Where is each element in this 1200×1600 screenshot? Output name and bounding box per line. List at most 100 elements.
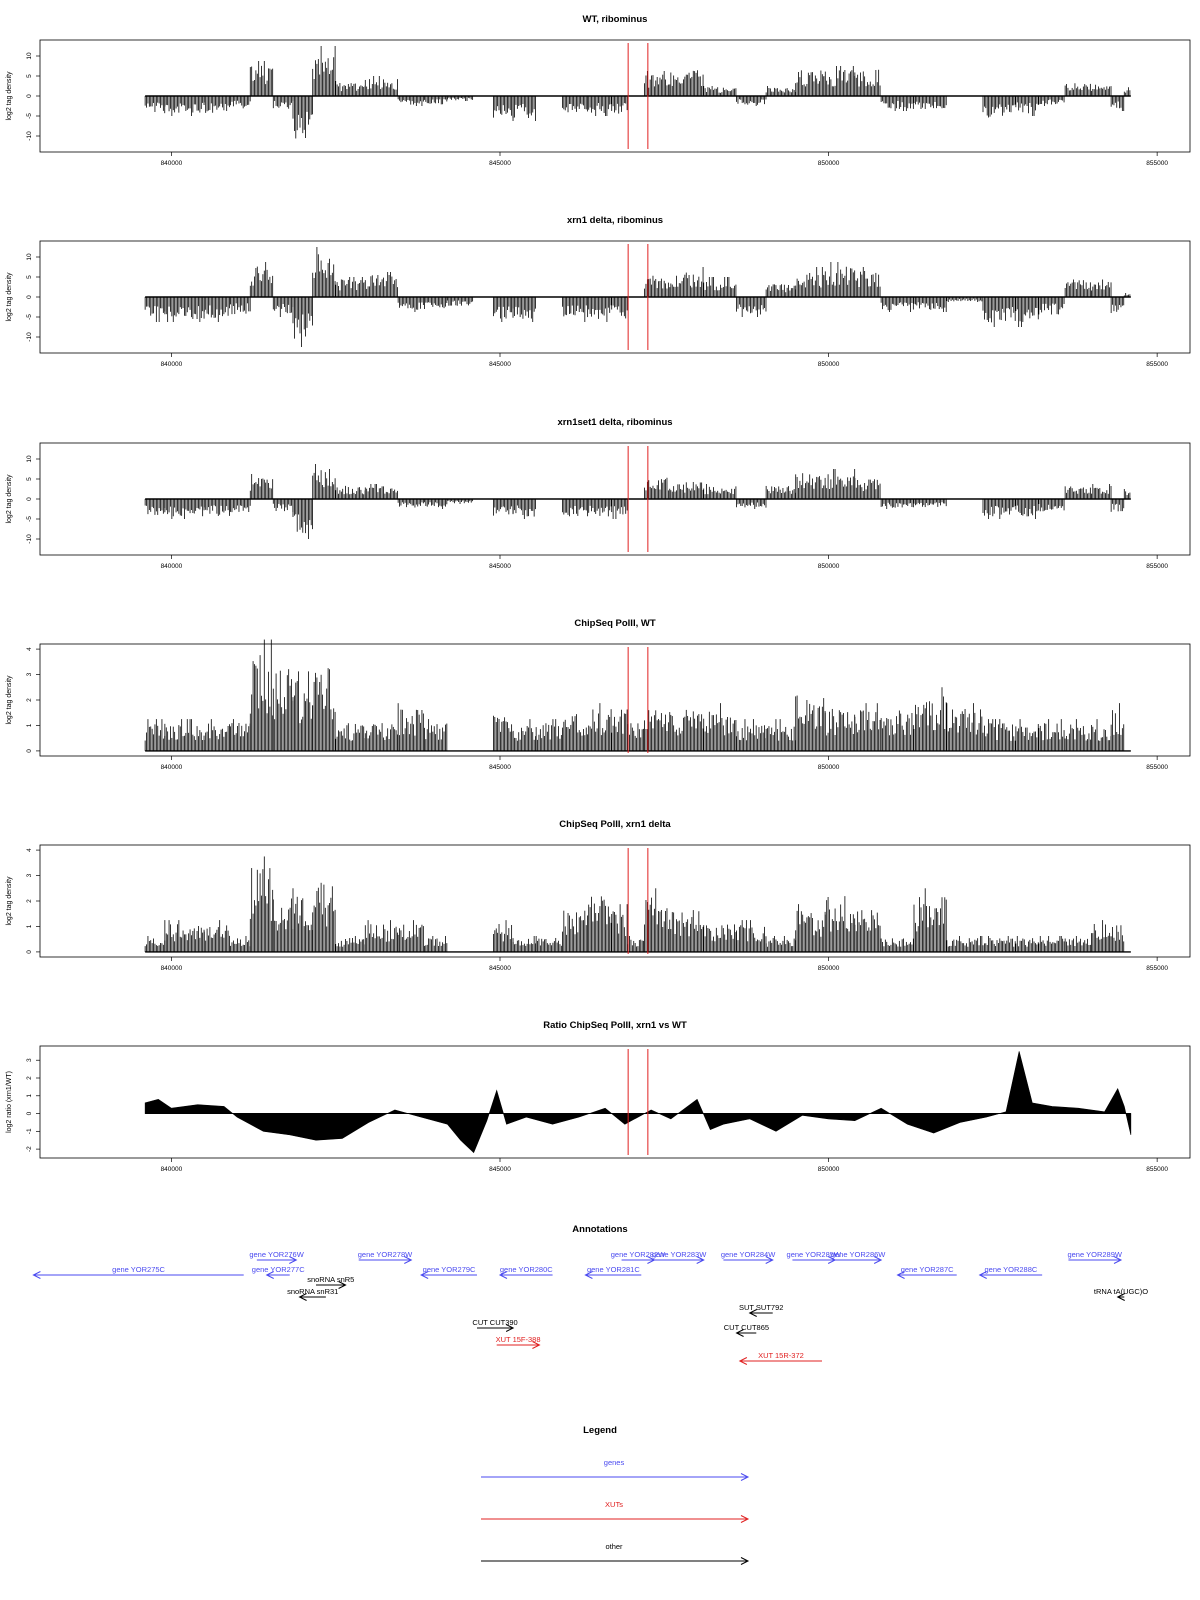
y-tick-label: 0 xyxy=(26,295,33,299)
data-bar xyxy=(703,484,737,499)
data-bar xyxy=(611,499,628,519)
data-bar xyxy=(312,882,336,952)
data-bar xyxy=(249,61,274,96)
feature-label: gene YOR278W xyxy=(358,1250,413,1259)
x-tick-label: 855000 xyxy=(1146,563,1168,570)
feature-label: gene YOR281C xyxy=(587,1265,640,1274)
data-bar xyxy=(203,719,230,751)
data-bar xyxy=(424,499,448,509)
x-tick-label: 855000 xyxy=(1146,1166,1168,1173)
feature-other xyxy=(298,1293,326,1301)
feature-gene xyxy=(420,1271,477,1279)
data-bar xyxy=(335,277,366,297)
data-bar xyxy=(644,71,671,96)
feature-label: gene YOR285W xyxy=(787,1250,842,1259)
data-bar xyxy=(424,297,448,310)
data-bar xyxy=(1064,719,1091,751)
data-bar xyxy=(364,920,398,952)
y-tick-label: 3 xyxy=(26,873,33,877)
data-bar xyxy=(1038,499,1065,512)
feature-label: SUT SUT792 xyxy=(739,1303,783,1312)
y-tick-label: 1 xyxy=(26,924,33,928)
data-bar xyxy=(670,709,704,751)
y-tick-label: -5 xyxy=(26,113,33,119)
data-bar xyxy=(588,896,612,952)
data-bar xyxy=(880,710,914,751)
data-bar xyxy=(982,499,1016,519)
data-bar xyxy=(1015,936,1039,952)
y-axis-label: log2 tag density xyxy=(6,272,13,322)
data-bar xyxy=(249,262,274,297)
data-bar xyxy=(292,671,314,751)
feature-gene xyxy=(584,1271,642,1279)
data-bar xyxy=(611,96,628,114)
data-bar xyxy=(1015,499,1039,519)
data-bar xyxy=(493,297,514,322)
data-bar xyxy=(1064,936,1091,952)
feature-label: gene YOR283W xyxy=(652,1250,707,1259)
data-bar xyxy=(703,277,737,297)
annotations-title: Annotations xyxy=(572,1224,627,1235)
data-bar xyxy=(854,703,881,751)
data-bar xyxy=(854,267,881,297)
legend-arrow-icon xyxy=(740,1557,750,1565)
data-bar xyxy=(493,96,514,121)
data-bar xyxy=(1123,293,1131,297)
plot-frame xyxy=(39,1045,1191,1159)
data-bar xyxy=(203,297,230,322)
x-tick-label: 840000 xyxy=(161,965,183,972)
feature-label: gene YOR276W xyxy=(249,1250,304,1259)
y-tick-label: -10 xyxy=(26,534,33,544)
x-tick-label: 840000 xyxy=(161,1166,183,1173)
data-bar xyxy=(1038,719,1065,751)
data-bar xyxy=(1038,297,1065,315)
y-tick-label: -10 xyxy=(26,332,33,342)
data-bar xyxy=(946,936,983,952)
data-bar xyxy=(312,464,336,499)
data-bar xyxy=(144,297,166,322)
y-tick-label: 2 xyxy=(26,899,33,903)
x-tick-label: 845000 xyxy=(489,160,511,167)
data-bar xyxy=(144,719,166,751)
feature-label: CUT CUT390 xyxy=(472,1318,517,1327)
y-axis-label: log2 tag density xyxy=(6,474,13,524)
feature-label: gene YOR288C xyxy=(985,1265,1038,1274)
panel-title: ChipSeq PolII, WT xyxy=(574,618,655,629)
ratio-area xyxy=(144,1051,1132,1154)
data-bar xyxy=(1015,96,1039,116)
data-bar xyxy=(493,715,514,751)
feature-gene xyxy=(498,1271,553,1279)
x-tick-label: 855000 xyxy=(1146,764,1168,771)
feature-other xyxy=(1116,1293,1125,1301)
legend-title: Legend xyxy=(583,1425,617,1436)
legend-item-label: genes xyxy=(604,1458,625,1467)
data-bar xyxy=(765,86,796,96)
data-bar xyxy=(447,297,474,306)
y-tick-label: -10 xyxy=(26,131,33,141)
feature-other xyxy=(316,1281,347,1289)
y-tick-label: 3 xyxy=(26,672,33,676)
feature-label: snoRNA snR31 xyxy=(287,1287,338,1296)
feature-other xyxy=(748,1309,773,1317)
y-axis-label: log2 ratio (xrn1/WT) xyxy=(6,1071,13,1133)
data-bar xyxy=(627,723,644,751)
data-bar xyxy=(292,297,314,347)
data-bar xyxy=(982,719,1016,751)
data-bar xyxy=(249,856,274,952)
data-bar xyxy=(164,499,205,519)
data-bar xyxy=(736,297,767,317)
y-tick-label: 3 xyxy=(26,1058,33,1062)
data-bar xyxy=(249,639,274,751)
data-bar xyxy=(335,485,366,499)
data-bar xyxy=(272,669,294,751)
data-bar xyxy=(364,723,398,751)
data-bar xyxy=(1015,719,1039,751)
data-bar xyxy=(1110,499,1125,512)
data-bar xyxy=(230,297,251,315)
panel-title: WT, ribominus xyxy=(583,14,648,25)
feature-label: snoRNA snR5 xyxy=(307,1275,354,1284)
data-bar xyxy=(335,81,366,96)
data-bar xyxy=(292,499,314,539)
data-bar xyxy=(736,920,767,952)
